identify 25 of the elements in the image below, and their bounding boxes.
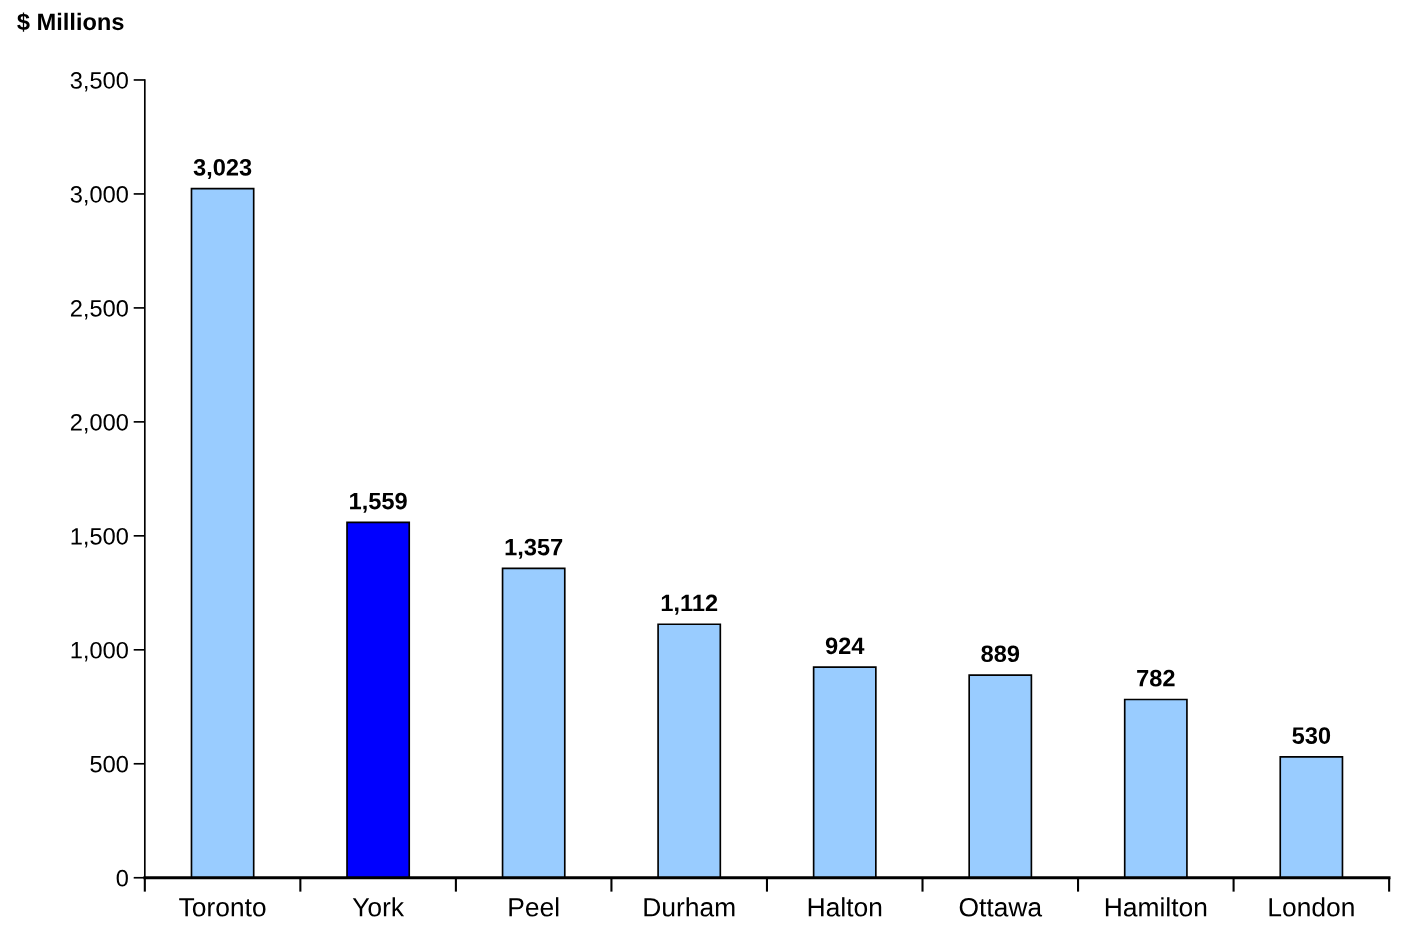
x-tick-label: Toronto <box>179 898 266 917</box>
x-tick-label: Halton <box>808 897 882 917</box>
data-label: 530 <box>1292 727 1331 744</box>
x-tick-label: Ottawa <box>959 897 1043 917</box>
y-tick-label: 1,000 <box>71 641 128 662</box>
x-tick-label: Hamilton <box>1105 897 1207 917</box>
y-tick-label: 500 <box>90 755 128 773</box>
y-tick-label: 0 <box>116 869 128 887</box>
data-label: 1,357 <box>505 538 563 559</box>
data-label: 889 <box>981 645 1020 663</box>
y-tick-label: 1,500 <box>71 527 128 548</box>
data-label: 1,112 <box>661 594 718 615</box>
data-label: 1,559 <box>350 492 407 513</box>
x-tick-label: York <box>352 897 405 917</box>
x-tick-label: London <box>1269 897 1354 917</box>
x-tick-label: Peel <box>509 897 559 917</box>
y-tick-label: 2,000 <box>70 413 128 434</box>
y-axis-title: $ Millions <box>17 12 124 32</box>
data-label: 924 <box>825 637 865 655</box>
y-tick-label: 3,000 <box>70 186 128 206</box>
x-tick-label: Durham <box>644 897 735 917</box>
y-tick-label: 3,500 <box>70 72 128 92</box>
data-label: 782 <box>1137 669 1175 687</box>
data-label: 3,023 <box>193 158 252 180</box>
y-tick-label: 2,500 <box>70 299 128 320</box>
